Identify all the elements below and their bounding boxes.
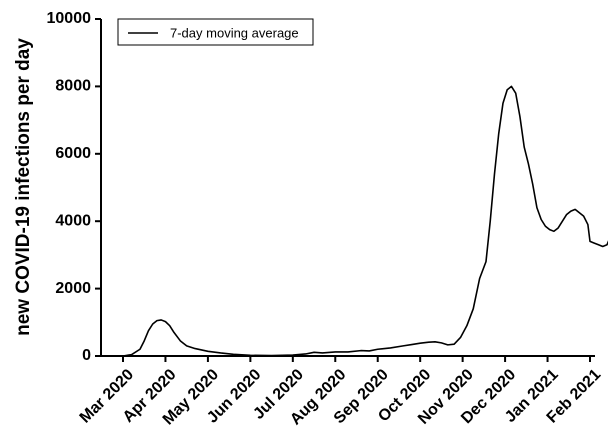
- y-tick-label: 10000: [47, 10, 92, 27]
- series-line-7-day-moving-average: [122, 85, 608, 357]
- y-tick-label: 4000: [55, 212, 91, 229]
- legend: 7-day moving average: [117, 18, 314, 46]
- y-ticks: 0 2000 4000 6000 8000 10000: [47, 10, 101, 364]
- axes: [100, 19, 595, 357]
- y-tick-label: 6000: [55, 145, 91, 162]
- y-tick-label: 2000: [55, 280, 91, 297]
- y-tick-label: 0: [82, 347, 91, 364]
- y-axis-label: new COVID-19 infections per day: [13, 38, 34, 336]
- legend-label: 7-day moving average: [170, 26, 299, 41]
- legend-box: [117, 18, 314, 46]
- y-tick-label: 8000: [55, 78, 91, 95]
